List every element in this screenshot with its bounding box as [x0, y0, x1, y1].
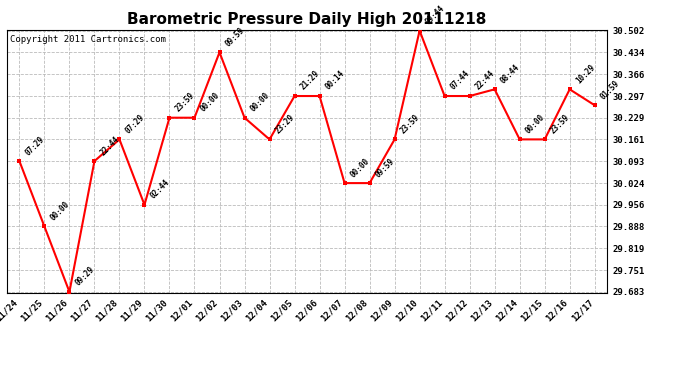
Text: 00:00: 00:00 — [348, 156, 371, 179]
Text: 08:44: 08:44 — [499, 63, 522, 85]
Title: Barometric Pressure Daily High 20111218: Barometric Pressure Daily High 20111218 — [128, 12, 486, 27]
Text: 10:29: 10:29 — [574, 63, 597, 85]
Text: 09:44: 09:44 — [424, 4, 446, 27]
Text: 07:44: 07:44 — [448, 69, 471, 92]
Text: 00:14: 00:14 — [324, 69, 346, 92]
Text: 01:59: 01:59 — [599, 78, 622, 101]
Text: 02:44: 02:44 — [148, 178, 171, 201]
Text: Copyright 2011 Cartronics.com: Copyright 2011 Cartronics.com — [10, 35, 166, 44]
Text: 23:59: 23:59 — [174, 91, 197, 114]
Text: 23:59: 23:59 — [399, 112, 422, 135]
Text: 07:29: 07:29 — [124, 112, 146, 135]
Text: 22:44: 22:44 — [474, 69, 497, 92]
Text: 23:59: 23:59 — [549, 112, 571, 135]
Text: 00:00: 00:00 — [248, 91, 271, 114]
Text: 22:44: 22:44 — [99, 134, 121, 157]
Text: 21:29: 21:29 — [299, 69, 322, 92]
Text: 09:59: 09:59 — [224, 26, 246, 48]
Text: 23:29: 23:29 — [274, 112, 297, 135]
Text: 09:59: 09:59 — [374, 156, 397, 179]
Text: 00:00: 00:00 — [199, 91, 221, 114]
Text: 00:00: 00:00 — [48, 200, 71, 222]
Text: 07:29: 07:29 — [23, 134, 46, 157]
Text: 00:00: 00:00 — [524, 112, 546, 135]
Text: 09:29: 09:29 — [74, 265, 97, 288]
